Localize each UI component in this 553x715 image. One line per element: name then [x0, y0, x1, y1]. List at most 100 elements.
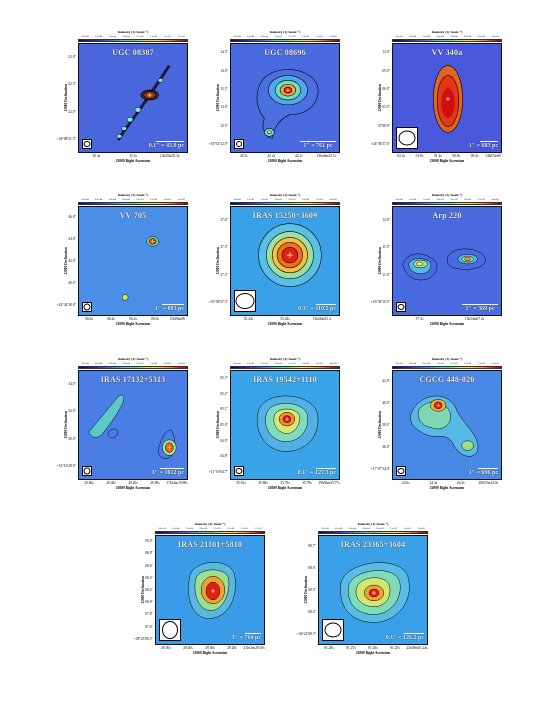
scale-bar: 1″ = 761 pc	[300, 141, 336, 149]
x-tick-label: 19h56m35.77s	[318, 481, 340, 485]
x-tick-label: 06.2s	[129, 317, 137, 321]
panel-iras-23365: Intensity (Jy beam⁻¹) 2.0e-04 4.0e-04 6.0e…	[297, 522, 428, 682]
scale-label: 0.1″ = 127.3 pc	[297, 470, 336, 476]
panel-title: VV 340a	[431, 48, 463, 57]
panel-title: Arp 220	[432, 211, 462, 220]
intensity-map: CGCG 448-020 1″ = 696 pc	[392, 370, 502, 480]
colorbar-tick-label: 3.0e-03	[464, 198, 472, 201]
y-tick-label: 46.0″	[68, 215, 76, 219]
colorbar-label: Intensity (Jy beam⁻¹)	[431, 30, 463, 34]
scale-label: 1″ = 696 pc	[468, 470, 498, 476]
x-tick-label: 42.3s	[239, 154, 248, 158]
intensity-map: Arp 220 1″ = 369 pc	[392, 206, 502, 316]
colorbar-tick-label: 1.3e-03	[227, 527, 235, 530]
colorbar-ticks: 3.0e-04 5.0e-04 7.0e-04 9.0e-04 1.1e-03 1.3e-…	[155, 527, 265, 531]
colorbar-tick-label: 5.0e-04	[233, 362, 241, 365]
colorbar-ticks: 2.0e-04 4.0e-04 6.0e-04 8.0e-04 1.0e-03 1.2e-…	[78, 362, 188, 366]
colorbar-tick-label: 5.0e-04	[422, 35, 430, 38]
y-tick-label: 06.0″	[382, 86, 390, 91]
colorbar-tick-label: 2.0e-03	[436, 198, 444, 201]
map-graphic	[256, 69, 319, 139]
colorbar-tick-label: 3.5e-03	[315, 362, 323, 365]
x-axis-label: J2000 Right Ascension	[115, 159, 151, 163]
y-tick-label: 42.0″	[68, 259, 76, 263]
colorbar-tick-label: 2.4e-03	[491, 362, 499, 365]
panel-iras-15250: Intensity (Jy beam⁻¹) 5.0e-04 1.0e-03 1.5e…	[209, 193, 340, 353]
colorbar-tick-label: 1.2e-03	[274, 35, 282, 38]
x-tick-label: 13h44m42.1s	[316, 154, 336, 158]
x-tick-label: 15h34m57.2s	[464, 317, 485, 321]
y-tick-label: 08.5″	[308, 588, 316, 592]
intensity-map: UGC 08696 1″ = 761 pc	[230, 43, 340, 153]
colorbar-tick-label: 6.0e-04	[108, 362, 116, 365]
map-graphic	[258, 223, 322, 287]
colorbar-tick-label: 3.0e-03	[302, 362, 310, 365]
colorbar-tick-label: 1.5e-03	[260, 198, 268, 201]
colorbar	[392, 366, 502, 369]
y-tick-label: +36°21′08.3″	[296, 632, 316, 636]
x-ticks: 57.3s 15h34m57.2s	[392, 317, 502, 322]
colorbar-tick-label: 3.5e-03	[315, 198, 323, 201]
colorbar-tick-label: 4.0e-03	[491, 198, 499, 201]
colorbar	[78, 202, 188, 205]
x-tick-label: 29.30s	[205, 646, 215, 650]
y-tick-label: 11.0″	[382, 272, 390, 277]
y-tick-label: 04.8″	[220, 454, 228, 459]
colorbar-tick-label: 3.0e-04	[395, 362, 403, 365]
x-tick-label: 20.20s	[128, 481, 138, 485]
colorbar	[78, 39, 188, 42]
colorbar-ticks: 5.0e-04 1.0e-03 1.5e-03 2.0e-03 2.5e-03 3.0e-…	[230, 198, 340, 202]
y-tick-label: 44.0″	[68, 237, 76, 241]
x-ticks: 02.2s 01.8s 01.4s 00.8s 00.4s 14h57m00	[392, 154, 502, 159]
x-tick-label: 13h20m35.3s	[159, 154, 180, 158]
colorbar-label: Intensity (Jy beam⁻¹)	[431, 193, 463, 197]
colorbar-tick-label: 1.7e-03	[254, 527, 262, 530]
x-axis-label: J2000 Right Ascension	[267, 486, 303, 490]
beam-ellipse	[396, 302, 406, 312]
colorbar-tick-label: 8.0e-04	[122, 362, 130, 365]
colorbar-label: Intensity (Jy beam⁻¹)	[357, 522, 389, 526]
panel-vv-340a: Intensity (Jy beam⁻¹) 3.0e-04 4.0e-04 5.0e…	[371, 30, 502, 190]
colorbar-tick-label: 1.8e-03	[464, 362, 472, 365]
x-tick-label: 20h57m24.0s	[478, 481, 498, 485]
x-axis-label: J2000 Right Ascension	[115, 486, 151, 490]
map-graphic	[256, 395, 319, 452]
panel-title: IRAS 19542+1110	[253, 375, 317, 384]
panel-cgcg-448-020: Intensity (Jy beam⁻¹) 3.0e-04 6.0e-04 9.0e…	[371, 357, 502, 517]
panel-title: IRAS 21101+5810	[177, 540, 243, 549]
x-tick-label: 35.79s	[280, 481, 290, 485]
colorbar-label: Intensity (Jy beam⁻¹)	[117, 357, 149, 361]
colorbar-tick-label: 1.4e-03	[163, 198, 171, 201]
y-tick-label: +11°19′04.7″	[208, 470, 228, 475]
y-axis-label: J2000 Declination	[378, 84, 382, 112]
map-graphic	[340, 562, 410, 623]
colorbar-tick-label: 9.0e-04	[422, 362, 430, 365]
y-tick-label: 32.0″	[68, 409, 76, 414]
colorbar-tick-label: 1.1e-03	[213, 527, 221, 530]
x-tick-label: 15h18m06	[169, 317, 185, 321]
colorbar-tick-label: 6.0e-04	[409, 362, 417, 365]
x-ticks: 29.50s 29.40s 29.30s 29.20s 21h11m29.10s	[155, 646, 265, 651]
y-tick-label: 36.0″	[382, 445, 390, 449]
y-tick-label: 13.0″	[220, 105, 228, 110]
y-tick-label: 11.5″	[382, 245, 390, 250]
x-axis-label: J2000 Right Ascension	[267, 322, 303, 326]
x-tick-label: 35.78s	[302, 481, 312, 485]
x-tick-label: 20.40s	[106, 481, 116, 485]
colorbar-tick-label: 4.0e-04	[409, 35, 417, 38]
x-tick-label: 20.00s	[150, 481, 160, 485]
intensity-map: VV 340a 1″ = 683 pc	[392, 43, 502, 153]
x-axis-label: J2000 Right Ascension	[355, 651, 391, 655]
beam-ellipse	[234, 139, 244, 149]
panel-title: UGC 08387	[112, 48, 154, 57]
colorbar-ticks: 3.0e-04 6.0e-04 9.0e-04 1.2e-03 1.5e-03 1.8e-…	[230, 35, 340, 39]
panel-title: IRAS 17132+5313	[100, 375, 166, 384]
x-axis-label: J2000 Right Ascension	[115, 322, 151, 326]
y-tick-label: 12.5″	[220, 123, 228, 128]
x-tick-label: 01.27s	[346, 646, 356, 650]
colorbar-tick-label: 3.0e-04	[233, 35, 241, 38]
colorbar-tick-label: 4.0e-04	[95, 362, 103, 365]
y-tick-label: 08.4″	[308, 610, 316, 614]
panel-iras-19542: Intensity (Jy beam⁻¹) 5.0e-04 1.0e-03 1.5e…	[209, 357, 340, 517]
x-tick-label: 42.1s	[294, 154, 303, 158]
